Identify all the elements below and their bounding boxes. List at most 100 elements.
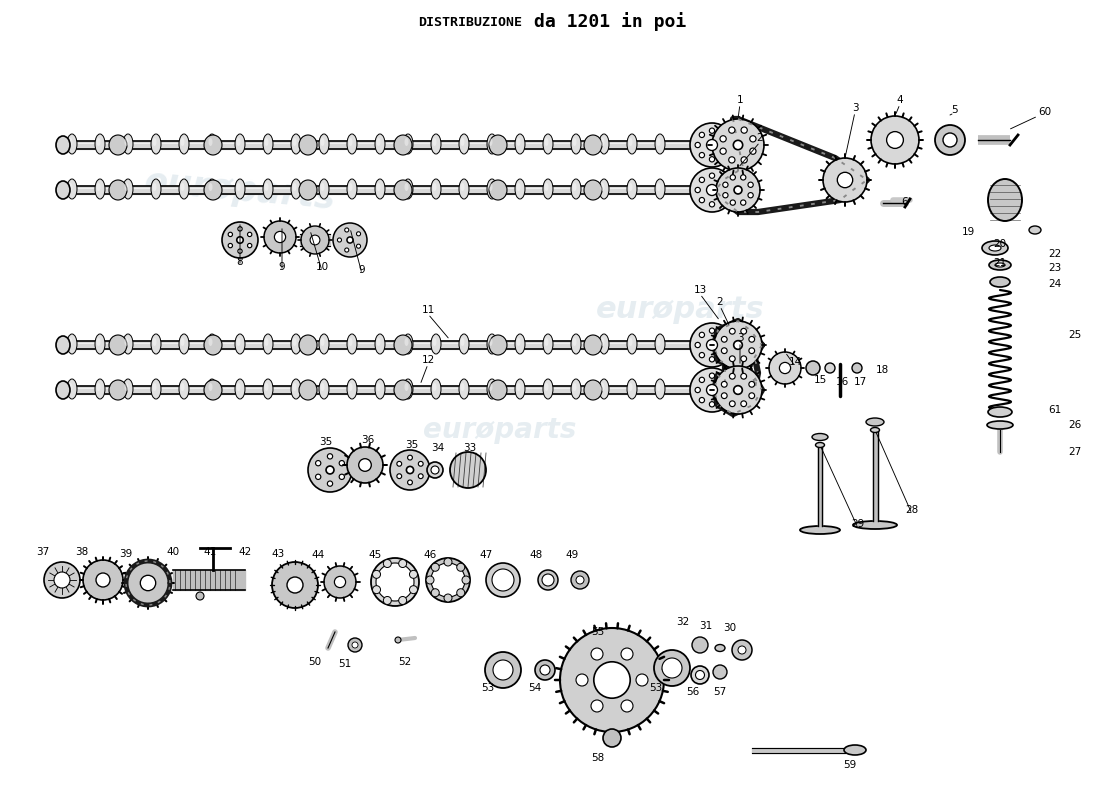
Circle shape: [444, 594, 452, 602]
Ellipse shape: [151, 179, 161, 199]
Circle shape: [359, 458, 372, 471]
Ellipse shape: [490, 180, 507, 200]
Circle shape: [338, 238, 341, 242]
Circle shape: [719, 178, 725, 182]
Ellipse shape: [654, 334, 666, 354]
Ellipse shape: [989, 260, 1011, 270]
Circle shape: [749, 393, 755, 398]
Ellipse shape: [95, 179, 104, 199]
Ellipse shape: [812, 434, 828, 441]
Circle shape: [576, 576, 584, 584]
Circle shape: [409, 586, 418, 594]
Circle shape: [426, 576, 434, 584]
Circle shape: [636, 674, 648, 686]
Ellipse shape: [459, 179, 469, 199]
Text: 8: 8: [236, 257, 243, 267]
Circle shape: [398, 597, 407, 605]
Text: 18: 18: [876, 365, 889, 375]
Ellipse shape: [376, 338, 381, 346]
Ellipse shape: [431, 563, 465, 597]
Ellipse shape: [486, 563, 520, 597]
Ellipse shape: [517, 338, 520, 346]
Ellipse shape: [450, 452, 486, 488]
Ellipse shape: [572, 338, 576, 346]
Circle shape: [740, 374, 747, 379]
Text: 35: 35: [319, 437, 332, 447]
Ellipse shape: [431, 179, 441, 199]
Ellipse shape: [394, 180, 412, 200]
Ellipse shape: [517, 383, 520, 391]
Ellipse shape: [988, 179, 1022, 221]
Circle shape: [695, 187, 701, 193]
Ellipse shape: [627, 334, 637, 354]
Ellipse shape: [584, 380, 602, 400]
Circle shape: [344, 248, 349, 252]
Circle shape: [316, 474, 321, 479]
Text: 48: 48: [529, 550, 542, 560]
Text: 59: 59: [844, 760, 857, 770]
Circle shape: [700, 398, 704, 402]
Ellipse shape: [236, 383, 241, 391]
Ellipse shape: [371, 558, 419, 606]
Circle shape: [409, 570, 418, 578]
Circle shape: [690, 368, 734, 412]
Circle shape: [462, 576, 470, 584]
Text: 53: 53: [482, 683, 495, 693]
Ellipse shape: [544, 183, 549, 191]
Text: 9: 9: [359, 265, 365, 275]
Ellipse shape: [584, 135, 602, 155]
Circle shape: [749, 382, 755, 387]
Ellipse shape: [628, 183, 632, 191]
Circle shape: [700, 353, 704, 358]
Circle shape: [716, 168, 760, 212]
Circle shape: [720, 136, 726, 142]
Ellipse shape: [272, 562, 318, 608]
Ellipse shape: [56, 181, 70, 199]
Ellipse shape: [123, 179, 133, 199]
Ellipse shape: [320, 383, 324, 391]
Ellipse shape: [982, 241, 1008, 255]
Circle shape: [695, 142, 701, 148]
Ellipse shape: [571, 179, 581, 199]
Circle shape: [713, 665, 727, 679]
Circle shape: [706, 185, 717, 195]
Ellipse shape: [461, 138, 464, 146]
Circle shape: [719, 378, 725, 382]
Text: 37: 37: [36, 547, 50, 557]
Ellipse shape: [657, 138, 660, 146]
Circle shape: [719, 353, 725, 358]
Ellipse shape: [204, 135, 222, 155]
Ellipse shape: [431, 466, 439, 474]
Ellipse shape: [654, 179, 666, 199]
Ellipse shape: [320, 183, 324, 191]
Circle shape: [328, 481, 332, 486]
Circle shape: [571, 571, 588, 589]
Ellipse shape: [180, 183, 185, 191]
Text: 52: 52: [398, 657, 411, 667]
Circle shape: [741, 157, 747, 163]
Ellipse shape: [584, 335, 602, 355]
Circle shape: [236, 237, 243, 243]
Ellipse shape: [431, 134, 441, 154]
Ellipse shape: [293, 138, 297, 146]
Circle shape: [397, 462, 401, 466]
Circle shape: [722, 382, 727, 387]
Ellipse shape: [432, 383, 437, 391]
Ellipse shape: [349, 183, 352, 191]
Text: 28: 28: [905, 505, 918, 515]
Ellipse shape: [601, 183, 605, 191]
Circle shape: [722, 393, 727, 398]
Ellipse shape: [346, 379, 358, 399]
Ellipse shape: [490, 380, 507, 400]
Ellipse shape: [487, 379, 497, 399]
Circle shape: [334, 576, 345, 587]
Circle shape: [700, 198, 704, 202]
Ellipse shape: [394, 135, 412, 155]
Ellipse shape: [517, 138, 520, 146]
Circle shape: [710, 157, 715, 162]
Circle shape: [710, 173, 715, 178]
Ellipse shape: [375, 134, 385, 154]
Circle shape: [748, 193, 754, 198]
Ellipse shape: [151, 334, 161, 354]
Text: 43: 43: [272, 549, 285, 559]
